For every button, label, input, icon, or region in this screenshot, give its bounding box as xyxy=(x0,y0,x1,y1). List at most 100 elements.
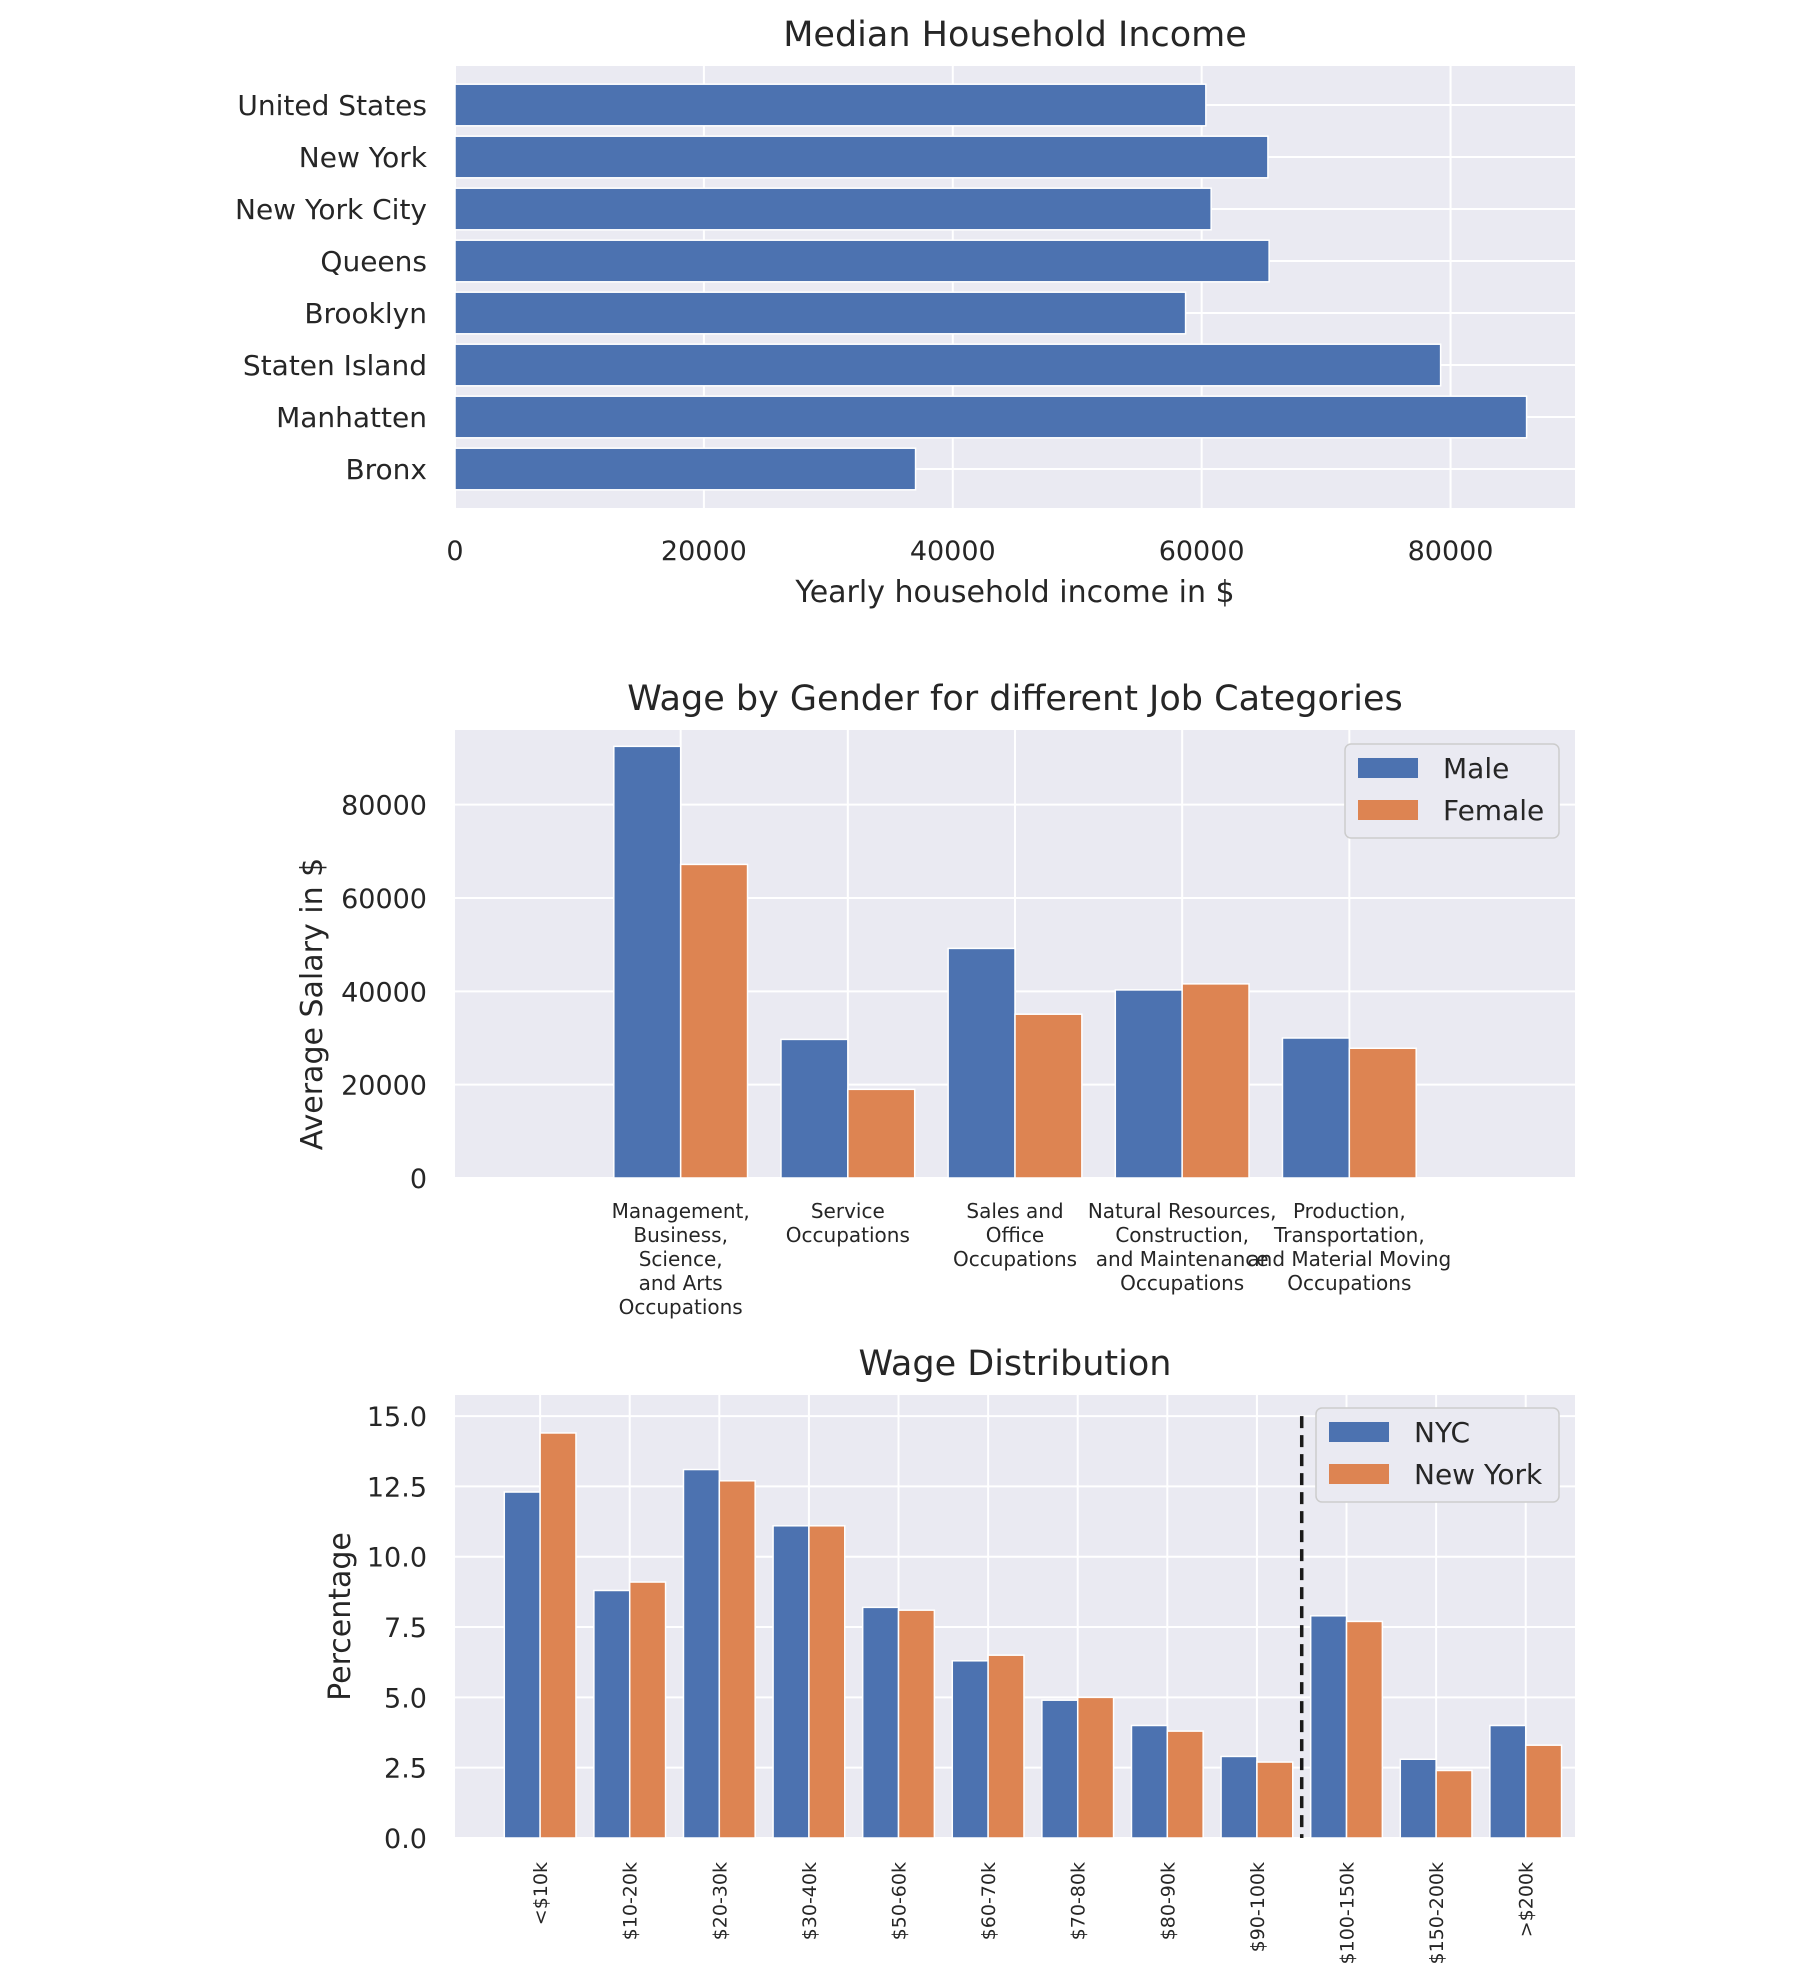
y-tick-label: 2.5 xyxy=(384,1754,427,1785)
legend: NYC New York xyxy=(1315,1407,1560,1503)
legend-swatch-female xyxy=(1358,800,1418,820)
x-tick-label: >$200k xyxy=(1516,1862,1538,1937)
bar-female xyxy=(847,1088,916,1179)
chart-title: Wage by Gender for different Job Categor… xyxy=(627,679,1403,719)
x-tick-label: Occupations xyxy=(619,1295,743,1319)
x-tick-label: 60000 xyxy=(1159,536,1245,567)
x-tick-label: $150-200k xyxy=(1426,1862,1448,1964)
bar-new-york xyxy=(897,1609,936,1839)
y-tick-label: New York City xyxy=(235,193,427,226)
bar-nyc xyxy=(1130,1724,1169,1839)
x-tick-label: Business, xyxy=(633,1223,728,1247)
bar-female xyxy=(1348,1047,1417,1179)
bar-new-york xyxy=(718,1480,756,1839)
bar-female xyxy=(679,863,749,1179)
y-tick-label: Brooklyn xyxy=(304,297,427,330)
y-tick-label: Queens xyxy=(320,245,427,278)
x-tick-label: and Maintenance xyxy=(1096,1247,1269,1271)
x-tick-label: Occupations xyxy=(1287,1271,1411,1295)
x-tick-label: $50-60k xyxy=(889,1862,911,1940)
x-tick-label: Office xyxy=(986,1223,1044,1247)
bar xyxy=(454,135,1269,179)
bar-nyc xyxy=(1220,1755,1258,1839)
bar-new-york xyxy=(1166,1730,1204,1839)
legend-swatch-new-york xyxy=(1329,1464,1389,1484)
chart-title: Median Household Income xyxy=(783,15,1247,55)
bar xyxy=(454,239,1270,283)
legend-swatch-nyc xyxy=(1329,1422,1389,1442)
x-tick-label: $80-90k xyxy=(1157,1862,1179,1940)
x-tick-label: $90-100k xyxy=(1247,1862,1269,1952)
bar-nyc xyxy=(772,1525,810,1839)
chart-title: Wage Distribution xyxy=(859,1344,1172,1384)
bar-female xyxy=(1014,1013,1083,1179)
y-axis-label: Average Salary in $ xyxy=(295,858,330,1150)
y-tick-label: 40000 xyxy=(341,977,427,1008)
y-tick-label: 0 xyxy=(410,1164,427,1195)
x-tick-label: $70-80k xyxy=(1068,1862,1090,1940)
x-tick-label: Construction, xyxy=(1115,1223,1249,1247)
x-tick-label: $60-70k xyxy=(978,1862,1000,1940)
chart-wage-gender: 0 20000 40000 60000 80000 Management,Business… xyxy=(295,679,1575,1319)
chart-income-plot-area xyxy=(455,66,1575,508)
bar-nyc xyxy=(951,1660,989,1839)
legend-label: NYC xyxy=(1414,1416,1470,1449)
bar-new-york xyxy=(987,1654,1025,1839)
y-axis-label: Percentage xyxy=(323,1532,358,1701)
y-tick-label: 20000 xyxy=(341,1071,427,1102)
x-tick-label: $30-40k xyxy=(799,1862,821,1940)
y-tick-label: New York xyxy=(299,141,428,174)
bar xyxy=(454,187,1212,231)
x-axis-label: Yearly household income in $ xyxy=(794,575,1234,610)
bar-new-york xyxy=(1345,1620,1384,1839)
x-tick-label: Sales and xyxy=(966,1199,1063,1223)
bar xyxy=(454,343,1442,387)
bar-nyc xyxy=(1041,1699,1079,1839)
bar-nyc xyxy=(682,1468,721,1839)
bar-new-york xyxy=(808,1525,846,1839)
x-tick-label: Production, xyxy=(1293,1199,1406,1223)
x-tick-label: Science, xyxy=(639,1247,723,1271)
x-tick-label: 80000 xyxy=(1408,536,1494,567)
y-tick-label: 12.5 xyxy=(367,1472,427,1503)
legend: Male Female xyxy=(1344,743,1560,839)
y-tick-label: 60000 xyxy=(341,884,427,915)
chart-wage-distribution: 0.0 2.5 5.0 7.5 10.0 12.5 15.0 <$10k $10-20k $20-… xyxy=(323,1344,1575,1964)
y-tick-label: Manhatten xyxy=(276,401,427,434)
x-tick-label: Natural Resources, xyxy=(1088,1199,1277,1223)
bar xyxy=(454,395,1528,439)
x-tick-label: Occupations xyxy=(953,1247,1077,1271)
x-tick-label: Occupations xyxy=(1120,1271,1244,1295)
x-tick-label: Occupations xyxy=(786,1223,910,1247)
y-tick-label: Bronx xyxy=(345,453,427,486)
bar-nyc xyxy=(861,1606,900,1839)
chart-income: 0 20000 40000 60000 80000 United States New Yo… xyxy=(235,15,1575,610)
x-tick-label: <$10k xyxy=(530,1862,552,1925)
bar-new-york xyxy=(628,1581,667,1839)
bar-male xyxy=(613,745,682,1179)
bar-new-york xyxy=(539,1432,577,1839)
y-tick-label: Staten Island xyxy=(243,349,427,382)
bar-male xyxy=(780,1038,849,1179)
bar-nyc xyxy=(1309,1615,1348,1839)
y-tick-label: 15.0 xyxy=(367,1402,427,1433)
x-tick-label: 40000 xyxy=(910,536,996,567)
x-tick-label: and Material Moving xyxy=(1247,1247,1451,1271)
bar-female xyxy=(1181,983,1250,1179)
bar-new-york xyxy=(1076,1696,1115,1839)
legend-label: Male xyxy=(1443,752,1509,785)
y-tick-label: United States xyxy=(237,89,427,122)
y-tick-label: 7.5 xyxy=(384,1613,427,1644)
bar-male xyxy=(1281,1037,1351,1179)
y-tick-label: 0.0 xyxy=(384,1824,427,1855)
bar-male xyxy=(1114,989,1183,1179)
x-tick-label: 0 xyxy=(446,536,463,567)
bar xyxy=(454,447,917,491)
x-tick-label: $20-30k xyxy=(709,1862,731,1940)
legend-label: New York xyxy=(1414,1458,1543,1491)
bar-nyc xyxy=(503,1491,541,1839)
legend-swatch-male xyxy=(1358,758,1418,778)
x-tick-label: $100-150k xyxy=(1337,1862,1359,1964)
y-tick-label: 80000 xyxy=(341,791,427,822)
